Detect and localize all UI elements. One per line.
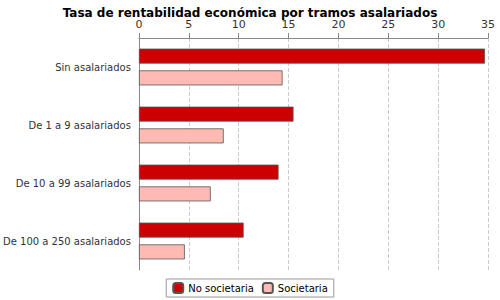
svg-text:No societaria: No societaria [188,283,254,294]
svg-text:De 1 a 9 asalariados: De 1 a 9 asalariados [28,120,131,131]
svg-text:0: 0 [135,18,143,31]
svg-text:De 10 a 99 asalariados: De 10 a 99 asalariados [16,178,131,189]
svg-text:30: 30 [431,18,446,31]
svg-text:35: 35 [481,18,495,31]
svg-text:25: 25 [381,18,396,31]
svg-text:5: 5 [185,18,193,31]
svg-text:Tasa de rentabilidad económica: Tasa de rentabilidad económica por tramo… [63,6,438,20]
svg-text:Societaria: Societaria [278,283,328,294]
svg-text:Sin asalariados: Sin asalariados [55,62,131,73]
svg-text:De 100 a 250 asalariados: De 100 a 250 asalariados [3,236,131,247]
svg-text:20: 20 [331,18,346,31]
svg-text:15: 15 [281,18,296,31]
svg-text:10: 10 [231,18,246,31]
